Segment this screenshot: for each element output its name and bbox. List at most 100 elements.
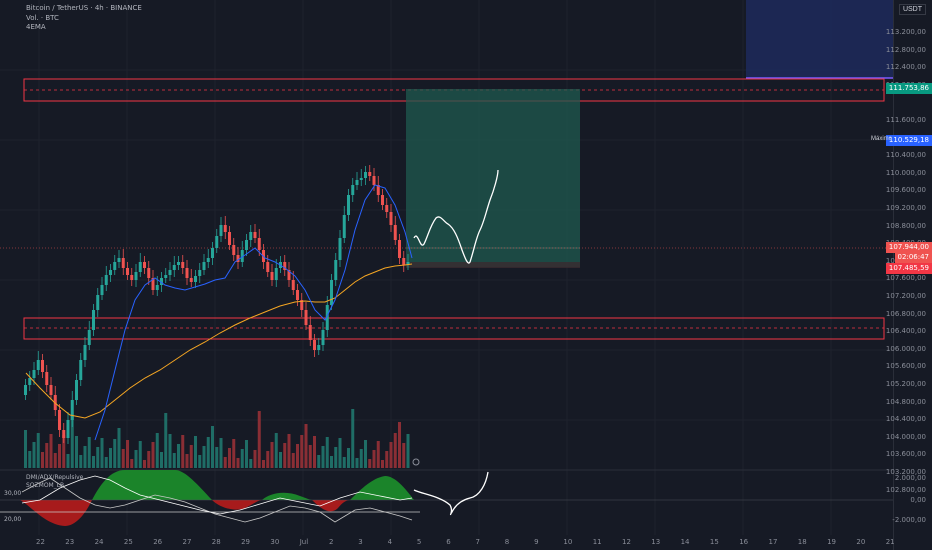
candle-body xyxy=(28,378,32,385)
squeeze-momentum-negative-area xyxy=(20,500,92,526)
time-tick-label: 25 xyxy=(123,538,133,546)
candle-body xyxy=(53,395,57,410)
currency-label[interactable]: USDT xyxy=(898,4,926,15)
time-tick-label: 13 xyxy=(651,538,661,546)
volume-bar xyxy=(406,434,410,468)
candle-body xyxy=(147,268,151,278)
di-line xyxy=(21,475,413,515)
time-tick-label: 15 xyxy=(709,538,719,546)
time-tick-label: 11 xyxy=(592,538,602,546)
candle-body xyxy=(249,232,253,240)
candle-body xyxy=(202,262,206,270)
price-tick-label: 113.200,00 xyxy=(885,28,926,36)
candle-body xyxy=(342,215,346,238)
candle-body xyxy=(75,380,78,400)
volume-bar xyxy=(75,436,78,468)
candle-body xyxy=(211,248,214,258)
candle-body xyxy=(296,290,299,300)
volume-bar xyxy=(389,442,393,468)
settings-gear-icon[interactable] xyxy=(412,458,420,466)
volume-bar xyxy=(70,415,74,468)
hand-drawn-oscillator-projection xyxy=(413,471,489,516)
candle-body xyxy=(287,270,291,280)
adx-line xyxy=(21,477,413,523)
candle-body xyxy=(138,262,142,272)
volume-bar xyxy=(185,454,189,468)
candle-body xyxy=(245,240,248,250)
volume-bar xyxy=(160,452,163,468)
ema-slow-line xyxy=(25,263,413,419)
volume-bar xyxy=(164,413,168,468)
time-tick-label: 4 xyxy=(387,538,393,546)
long-position-stop-box[interactable] xyxy=(406,262,580,268)
candle-body xyxy=(393,225,397,240)
candle-body xyxy=(70,400,74,420)
candle-body xyxy=(134,272,138,280)
ema-fast-line xyxy=(94,184,413,441)
oscillator-subtitle[interactable]: SQZMOM_LB xyxy=(26,482,65,489)
time-tick-label: 5 xyxy=(416,538,422,546)
volume-bar xyxy=(58,444,61,468)
time-tick-label: 17 xyxy=(768,538,778,546)
volume-bar xyxy=(79,455,83,468)
candle-body xyxy=(338,238,342,260)
volume-bar xyxy=(228,448,231,468)
volume-bar xyxy=(321,446,325,468)
volume-bar xyxy=(130,459,134,468)
volume-bar xyxy=(385,451,389,468)
candle-body xyxy=(66,420,70,438)
squeeze-momentum-positive-area-3 xyxy=(350,476,414,500)
price-tick-label: 106.400,00 xyxy=(885,327,926,336)
ema-legend[interactable]: 4EMA xyxy=(26,23,46,31)
candle-body xyxy=(113,262,117,270)
candle-body xyxy=(330,280,333,305)
target-price-tag: 111.753,86 xyxy=(885,83,932,94)
price-tick-label: 112.800,00 xyxy=(885,45,926,54)
time-tick-label: 20 xyxy=(856,538,866,546)
candle-body xyxy=(381,195,384,205)
squeeze-momentum-negative-area-3 xyxy=(312,500,350,512)
candle-body xyxy=(45,372,49,385)
volume-bar xyxy=(100,438,104,468)
upper-blue-zone[interactable] xyxy=(746,0,894,78)
volume-bar xyxy=(45,443,49,468)
volume-bar xyxy=(24,430,27,468)
oscillator-title[interactable]: DMI/ADX/Repulsive xyxy=(26,474,84,481)
candle-body xyxy=(58,410,61,430)
volume-bar xyxy=(232,439,236,468)
volume-bar xyxy=(109,448,112,468)
volume-bar xyxy=(206,437,210,468)
price-tick-label: 108.800,00 xyxy=(885,221,926,230)
price-axis[interactable]: USDT 113.200,00112.800,00112.400,00112.0… xyxy=(885,0,932,550)
volume-bar xyxy=(236,458,240,468)
volume-bar xyxy=(177,444,180,468)
volume-bar xyxy=(138,441,142,468)
candle-body xyxy=(359,178,363,180)
volume-legend[interactable]: Vol. · BTC xyxy=(26,14,59,22)
long-position-target-box[interactable] xyxy=(406,89,580,267)
volume-bar xyxy=(381,460,384,468)
time-tick-label: 22 xyxy=(36,538,45,546)
volume-bar xyxy=(219,438,223,468)
price-tick-label: 102.800,00 xyxy=(885,485,926,494)
price-chart[interactable] xyxy=(0,0,894,550)
candle-body xyxy=(321,330,325,345)
volume-bar xyxy=(134,450,138,468)
candle-body xyxy=(36,360,40,370)
volume-bar xyxy=(359,449,363,468)
price-tick-label: 112.400,00 xyxy=(885,63,926,72)
candle-body xyxy=(364,172,367,178)
price-tick-label: 104.800,00 xyxy=(885,397,926,406)
volume-bar xyxy=(245,440,248,468)
candle-body xyxy=(177,262,180,265)
price-tick-label: 107.600,00 xyxy=(885,274,926,283)
volume-bar xyxy=(253,450,257,468)
support-zone[interactable] xyxy=(23,317,885,340)
candle-body xyxy=(24,385,27,395)
volume-bar xyxy=(283,443,287,468)
symbol-title[interactable]: Bitcoin / TetherUS · 4h · BINANCE xyxy=(26,4,142,12)
time-tick-label: 10 xyxy=(563,538,573,546)
candle-body xyxy=(240,250,244,262)
time-tick-label: 3 xyxy=(358,538,363,546)
time-tick-label: 9 xyxy=(534,538,539,546)
